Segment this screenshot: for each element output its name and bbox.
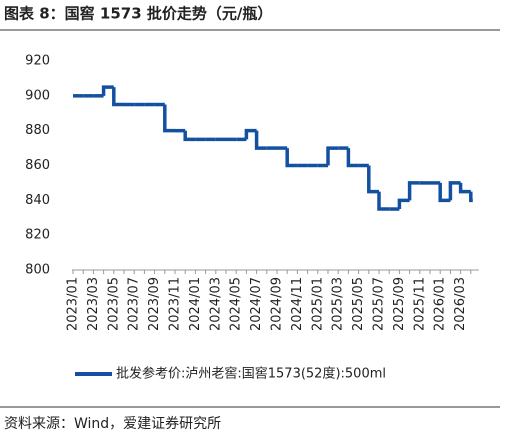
line-segment bbox=[458, 182, 471, 194]
line-segment bbox=[377, 191, 390, 211]
x-tick-label: 2023/11 bbox=[168, 277, 183, 331]
source: 资料来源：Wind，爱建证券研究所 bbox=[4, 416, 221, 432]
x-tick-label: 2023/05 bbox=[106, 277, 121, 331]
x-tick-label: 2024/03 bbox=[208, 277, 223, 331]
x-tick-label: 2025/03 bbox=[331, 277, 346, 331]
x-tick-label: 2023/03 bbox=[86, 277, 101, 331]
x-tick-label: 2025/01 bbox=[310, 277, 325, 331]
line-segment bbox=[183, 130, 196, 142]
line-segment bbox=[397, 198, 410, 210]
x-tick-label: 2024/11 bbox=[290, 277, 305, 331]
line-segment bbox=[438, 182, 451, 203]
line-segment bbox=[346, 148, 359, 168]
line-segment bbox=[326, 146, 339, 166]
legend-label: 批发参考价:泸州老窖:国窖1573(52度):500ml bbox=[116, 366, 386, 382]
x-tick-label: 2026/01 bbox=[433, 277, 448, 331]
x-tick-label: 2023/01 bbox=[66, 277, 81, 331]
line-segment bbox=[254, 130, 267, 150]
x-tick-label: 2025/11 bbox=[412, 277, 427, 331]
line-segment bbox=[285, 148, 298, 168]
x-tick-label: 2026/03 bbox=[453, 277, 468, 331]
y-tick-label: 800 bbox=[25, 263, 50, 278]
x-tick-label: 2024/09 bbox=[270, 277, 285, 331]
line-segment bbox=[367, 165, 379, 194]
line-segment bbox=[112, 87, 124, 107]
x-tick-label: 2025/07 bbox=[372, 277, 387, 331]
x-tick-label: 2025/05 bbox=[351, 277, 366, 331]
y-tick-label: 880 bbox=[25, 123, 50, 138]
line-segment bbox=[469, 191, 473, 203]
chart-title: 图表 8：国窖 1573 批价走势（元/瓶） bbox=[4, 5, 272, 23]
x-tick-label: 2024/01 bbox=[188, 277, 203, 331]
y-tick-label: 860 bbox=[25, 158, 50, 173]
x-tick-label: 2023/07 bbox=[127, 277, 142, 331]
line-segment bbox=[448, 181, 461, 201]
line-segment bbox=[244, 128, 257, 140]
x-tick-label: 2025/09 bbox=[392, 277, 407, 331]
y-tick-label: 820 bbox=[25, 228, 50, 243]
x-tick-label: 2024/07 bbox=[249, 277, 264, 331]
y-tick-label: 840 bbox=[25, 193, 50, 208]
line-segment bbox=[407, 181, 420, 201]
y-tick-label: 920 bbox=[25, 54, 50, 69]
line-segment bbox=[163, 104, 175, 133]
x-tick-label: 2024/05 bbox=[229, 277, 244, 331]
x-tick-label: 2023/09 bbox=[147, 277, 162, 331]
line-segment bbox=[101, 85, 114, 96]
y-tick-label: 900 bbox=[25, 88, 50, 103]
